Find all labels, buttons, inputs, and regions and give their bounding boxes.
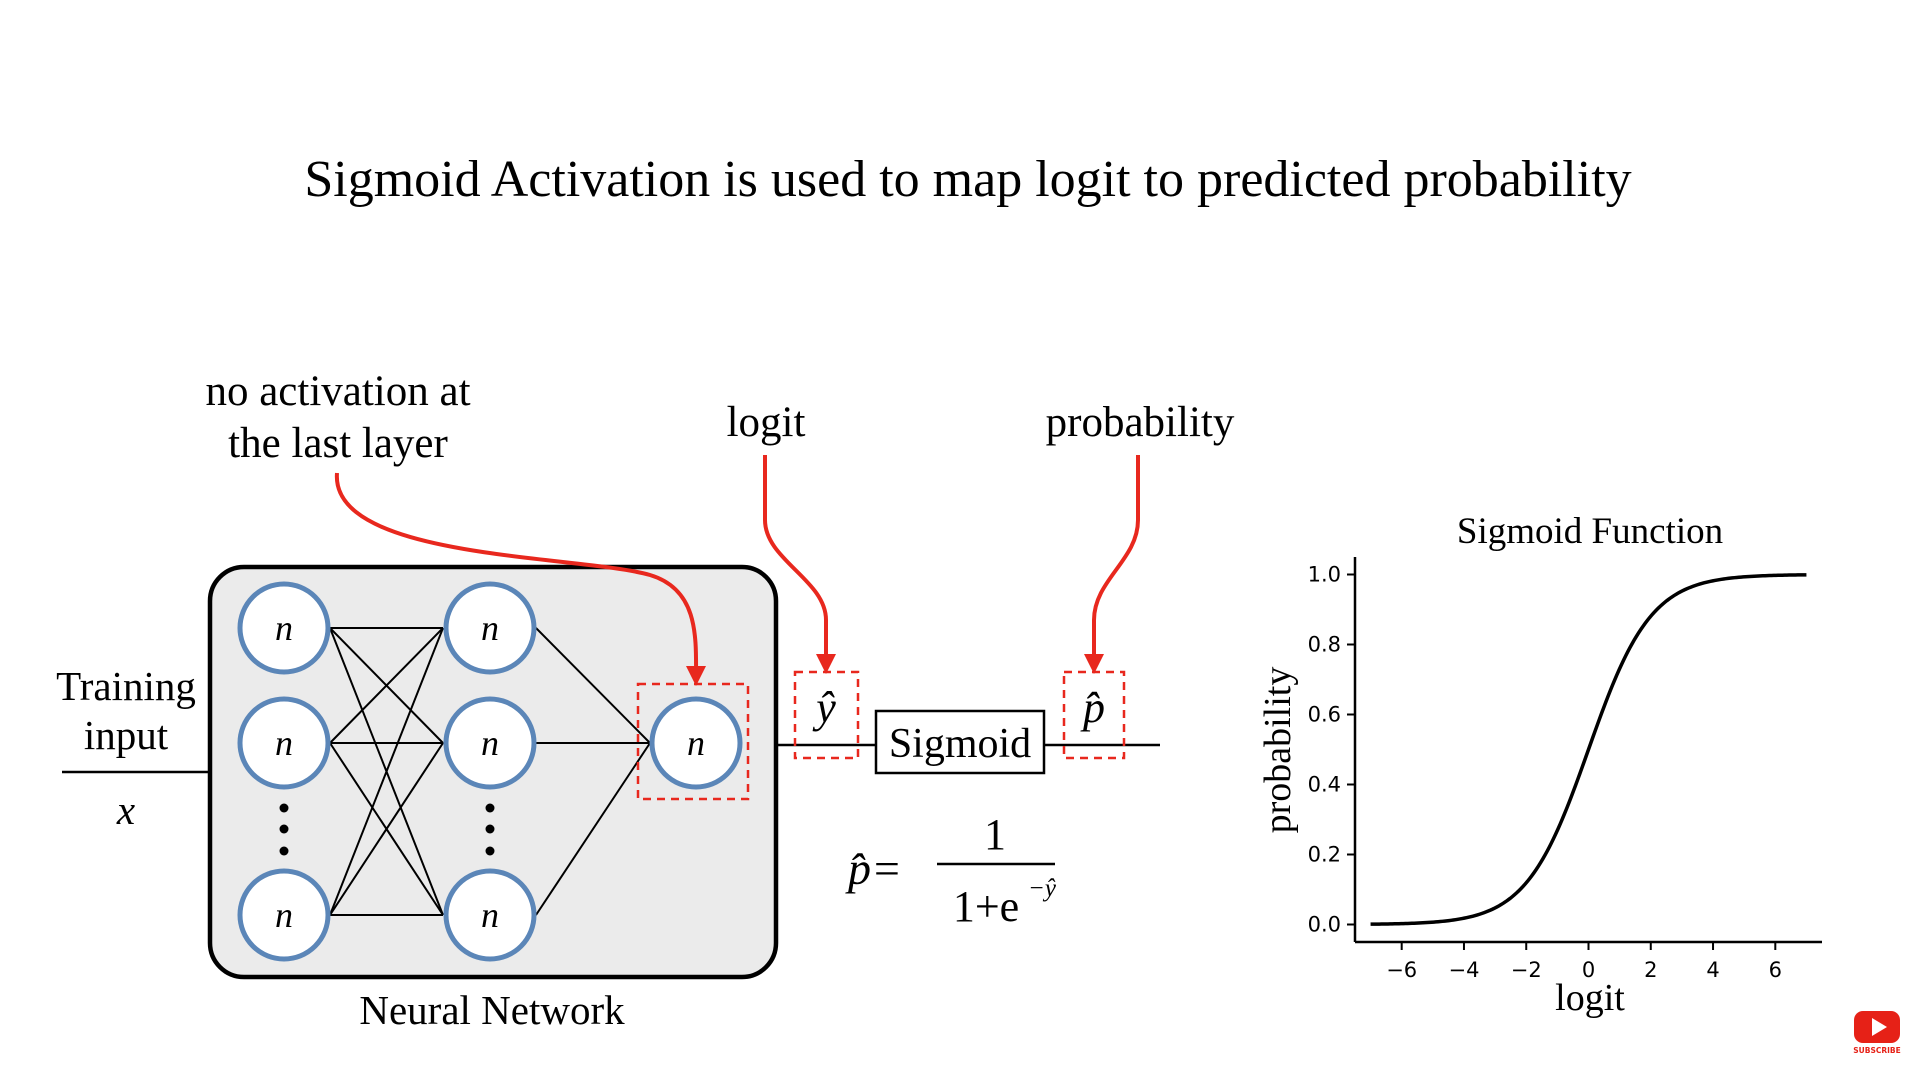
probability-label: probability <box>1046 399 1235 446</box>
formula-numerator: 1 <box>984 810 1006 859</box>
x-tick-label: −6 <box>1386 958 1417 982</box>
neuron <box>443 868 537 962</box>
neuron-layer-2: n n n <box>443 581 537 962</box>
chart-y-ticks: 0.0 0.2 0.4 0.6 0.8 1.0 <box>1308 563 1355 937</box>
sigmoid-curve <box>1370 573 1807 926</box>
input-symbol: x <box>116 787 135 833</box>
input-label-line2: input <box>84 712 169 758</box>
y-tick-label: 1.0 <box>1308 563 1341 587</box>
neuron <box>237 696 331 790</box>
ellipsis-dot <box>485 824 495 834</box>
neuron <box>237 868 331 962</box>
y-tick-label: 0.8 <box>1308 633 1341 657</box>
neuron-label: n <box>481 608 499 648</box>
y-tick-label: 0.6 <box>1308 703 1341 727</box>
no-activation-label-line2: the last layer <box>228 420 448 467</box>
ellipsis-dot <box>485 803 495 813</box>
neuron <box>237 581 331 675</box>
probability-arrow <box>1084 455 1140 674</box>
ellipsis-dot <box>485 846 495 856</box>
y-tick-label: 0.4 <box>1308 773 1341 797</box>
neuron <box>443 581 537 675</box>
logit-symbol: ŷ <box>812 683 836 732</box>
chart-x-label: logit <box>1555 977 1625 1019</box>
formula-lhs: p̂= <box>845 843 902 894</box>
output-neuron-highlight <box>636 682 750 801</box>
y-tick-label: 0.2 <box>1308 843 1341 867</box>
neuron-label: n <box>275 723 293 763</box>
x-tick-label: 6 <box>1769 958 1782 982</box>
no-activation-arrow <box>334 472 707 686</box>
sigmoid-formula: p̂= 1 1+e −ŷ <box>845 810 1057 931</box>
neuron-label: n <box>481 723 499 763</box>
formula-exponent: −ŷ <box>1028 875 1057 902</box>
x-tick-label: 0 <box>1582 958 1595 982</box>
subscribe-label: SUBSCRIBE <box>1853 1046 1901 1055</box>
neuron-label: n <box>275 895 293 935</box>
network-caption: Neural Network <box>359 987 625 1033</box>
sigmoid-box <box>874 709 1046 775</box>
chart-title: Sigmoid Function <box>1457 511 1723 552</box>
youtube-subscribe-icon[interactable]: SUBSCRIBE <box>1853 1011 1901 1055</box>
neuron-layer-1: n n n <box>237 581 331 962</box>
output-neuron-label: n <box>687 723 705 763</box>
neuron-label: n <box>481 895 499 935</box>
output-neuron <box>649 696 743 790</box>
chart-y-label: probability <box>1257 667 1299 834</box>
y-tick-label: 0.0 <box>1308 913 1341 937</box>
neuron-label: n <box>275 608 293 648</box>
ellipsis-dot <box>279 846 289 856</box>
neuron <box>443 696 537 790</box>
no-activation-label-line1: no activation at <box>205 368 470 415</box>
probability-symbol: p̂ <box>1080 683 1105 732</box>
ellipsis-dot <box>279 824 289 834</box>
x-tick-label: 4 <box>1706 958 1719 982</box>
play-icon <box>1872 1018 1887 1036</box>
logit-arrow <box>763 455 836 674</box>
slide-title: Sigmoid Activation is used to map logit … <box>304 151 1631 208</box>
ellipsis-dot <box>279 803 289 813</box>
logit-label: logit <box>727 399 806 446</box>
sigmoid-box-label: Sigmoid <box>889 721 1031 767</box>
x-tick-label: −4 <box>1448 958 1479 982</box>
network-connections <box>329 627 651 916</box>
formula-denominator: 1+e <box>953 882 1019 931</box>
x-tick-label: 2 <box>1644 958 1657 982</box>
x-tick-label: −2 <box>1511 958 1542 982</box>
sigmoid-chart: Sigmoid Function 0.0 0.2 0.4 0.6 0.8 1.0 −6 −4… <box>1257 511 1822 1019</box>
input-label-line1: Training <box>56 663 196 709</box>
chart-x-ticks: −6 −4 −2 0 2 4 6 <box>1386 942 1782 982</box>
